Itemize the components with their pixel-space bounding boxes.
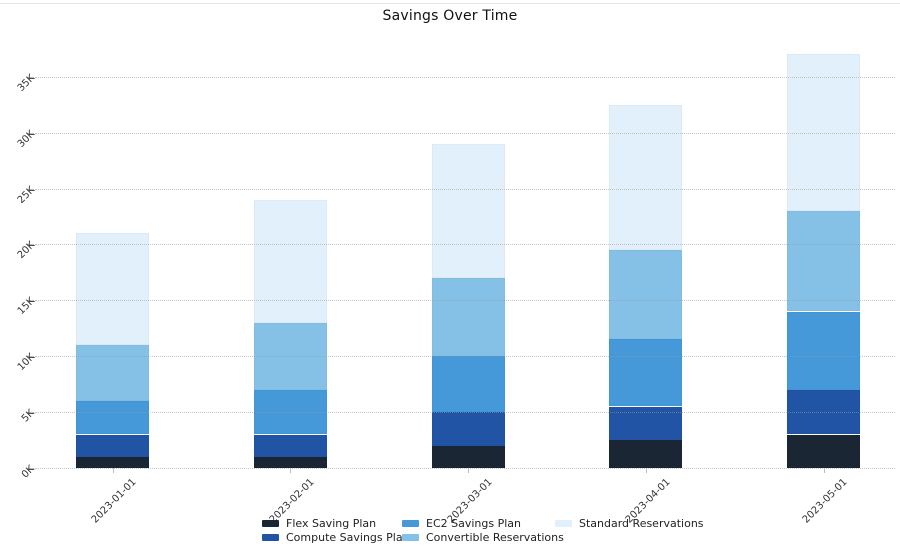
- bar-segment[interactable]: [432, 445, 505, 468]
- legend-item[interactable]: EC2 Savings Plan: [402, 517, 521, 530]
- x-tick-mark: [824, 468, 825, 473]
- y-tick-label: 0K: [19, 463, 37, 481]
- bar-segment[interactable]: [787, 311, 860, 390]
- y-gridline: [35, 189, 895, 190]
- y-gridline: [35, 244, 895, 245]
- y-gridline: [35, 468, 895, 469]
- x-tick-mark: [113, 468, 114, 473]
- bar-segment[interactable]: [432, 356, 505, 413]
- y-tick-mark: [27, 300, 34, 301]
- legend-item[interactable]: Standard Reservations: [555, 517, 704, 530]
- legend-label: Convertible Reservations: [426, 530, 564, 544]
- legend-swatch: [262, 533, 279, 541]
- y-gridline: [35, 300, 895, 301]
- bar-segment[interactable]: [609, 339, 682, 407]
- legend-label: Flex Saving Plan: [286, 517, 377, 530]
- y-tick-label: 5K: [19, 407, 37, 425]
- y-tick-label: 15K: [15, 295, 37, 318]
- y-gridline: [35, 356, 895, 357]
- y-tick-label: 30K: [15, 128, 37, 151]
- y-gridline: [35, 412, 895, 413]
- y-tick-mark: [27, 189, 34, 190]
- legend-swatch: [555, 520, 572, 527]
- y-tick-label: 35K: [15, 72, 37, 95]
- bar-segment[interactable]: [76, 456, 149, 468]
- y-tick-mark: [27, 133, 34, 134]
- legend-item[interactable]: Flex Saving Plan: [262, 517, 376, 530]
- bar-segment[interactable]: [432, 412, 505, 446]
- x-tick-mark: [468, 468, 469, 473]
- legend-label: Standard Reservations: [579, 517, 704, 530]
- y-tick-mark: [27, 356, 34, 357]
- bar-segment[interactable]: [787, 54, 860, 211]
- y-tick-mark: [27, 244, 34, 245]
- bar-segment[interactable]: [76, 434, 149, 457]
- legend-item[interactable]: Convertible Reservations: [402, 531, 564, 544]
- bar-segment[interactable]: [432, 143, 505, 278]
- y-gridline: [35, 77, 895, 78]
- bar-segment[interactable]: [254, 199, 327, 323]
- y-tick-label: 20K: [15, 239, 37, 262]
- bar-segment[interactable]: [254, 456, 327, 468]
- bar-segment[interactable]: [76, 345, 149, 401]
- bar-segment[interactable]: [76, 400, 149, 435]
- y-tick-mark: [27, 77, 34, 78]
- bar-segment[interactable]: [76, 233, 149, 345]
- y-tick-label: 25K: [15, 184, 37, 207]
- bar-segment[interactable]: [609, 250, 682, 340]
- legend-label: Compute Savings Plan: [286, 530, 410, 544]
- bar-segment[interactable]: [787, 434, 860, 468]
- legend-swatch: [402, 520, 419, 527]
- chart-title: Savings Over Time: [382, 8, 518, 24]
- top-border-line: [0, 3, 900, 4]
- y-tick-mark: [27, 412, 34, 413]
- bar-segment[interactable]: [254, 434, 327, 457]
- bar-segment[interactable]: [609, 104, 682, 250]
- bar-segment[interactable]: [609, 440, 682, 468]
- bar-segment[interactable]: [787, 210, 860, 312]
- x-tick-label: 2023-01-01: [89, 476, 139, 526]
- legend-swatch: [262, 520, 279, 527]
- legend-label: EC2 Savings Plan: [426, 517, 521, 530]
- y-gridline: [35, 133, 895, 134]
- x-tick-label: 2023-05-01: [800, 476, 850, 526]
- y-tick-mark: [27, 468, 34, 469]
- x-tick-mark: [290, 468, 291, 473]
- legend-swatch: [402, 533, 419, 541]
- x-tick-mark: [646, 468, 647, 473]
- legend-item[interactable]: Compute Savings Plan: [262, 531, 410, 544]
- bar-segment[interactable]: [432, 277, 505, 357]
- y-tick-label: 10K: [15, 351, 37, 374]
